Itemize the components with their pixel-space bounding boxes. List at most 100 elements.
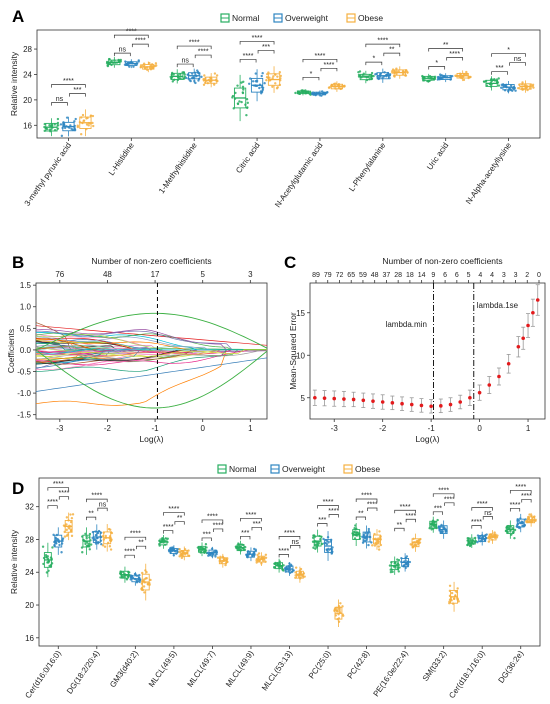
x-tick-label: GM3(d40:2) — [108, 649, 140, 689]
data-point — [261, 559, 265, 562]
data-point — [365, 538, 368, 542]
data-point — [272, 75, 275, 78]
significance-label: **** — [510, 502, 521, 509]
data-point — [379, 543, 383, 547]
data-point — [289, 563, 293, 567]
significance-label: * — [507, 47, 510, 54]
data-point — [178, 550, 181, 554]
x-tick-label: 1 — [526, 424, 531, 433]
data-point — [87, 542, 90, 546]
data-point — [71, 513, 75, 516]
significance-label: **** — [328, 508, 339, 515]
data-point — [361, 398, 366, 403]
data-point — [236, 102, 240, 106]
category-group: Cer(d16:0/16:0)************ — [23, 481, 75, 700]
x-tick-label: PC(25:0) — [307, 649, 333, 681]
category-group: GM3(d40:2)********** — [108, 531, 152, 689]
significance-bracket — [86, 498, 108, 503]
data-point — [437, 76, 440, 79]
significance-label: *** — [253, 521, 261, 528]
data-point — [531, 83, 535, 87]
data-point — [261, 72, 264, 75]
data-point — [361, 74, 364, 77]
legend: Normal Overweight Obese — [217, 464, 380, 474]
legend-item-overweight: Overweight — [270, 464, 326, 474]
data-point — [254, 72, 257, 75]
coefficient-paths — [35, 312, 268, 409]
y-tick-label: 24 — [25, 568, 34, 577]
data-point — [101, 544, 105, 547]
significance-bracket — [365, 61, 383, 66]
significance-bracket — [471, 507, 493, 511]
data-point — [521, 524, 524, 528]
data-point — [85, 535, 88, 538]
x-tick-label: 0 — [477, 424, 482, 433]
significance-label: ** — [177, 515, 183, 522]
data-point — [91, 121, 94, 125]
data-point — [452, 597, 456, 601]
y-tick-label: 20 — [25, 601, 34, 610]
top-axis-label: Number of non-zero coefficients — [91, 256, 211, 266]
data-point — [55, 542, 58, 545]
data-point — [125, 578, 129, 581]
significance-label: ns — [181, 58, 189, 65]
data-point — [439, 404, 443, 408]
significance-bracket — [124, 536, 147, 541]
data-point — [178, 555, 181, 558]
data-point — [65, 116, 69, 119]
significance-bracket — [194, 54, 212, 59]
data-point — [51, 546, 54, 549]
significance-label: ** — [397, 522, 403, 529]
category-group: MLCL(49:5)********** — [147, 506, 191, 689]
significance-bracket — [290, 544, 301, 549]
significance-label: ns — [291, 539, 299, 546]
significance-bracket — [491, 53, 526, 57]
significance-label: **** — [91, 493, 102, 500]
significance-label: **** — [198, 49, 209, 56]
cv-points — [312, 284, 540, 414]
significance-label: **** — [377, 38, 388, 45]
data-point — [521, 336, 525, 341]
y-tick-label: 16 — [23, 121, 32, 130]
significance-label: ** — [389, 47, 395, 54]
x-tick-label: -3 — [331, 424, 339, 433]
data-point — [255, 559, 258, 562]
y-tick-label: 24 — [23, 70, 32, 79]
data-point — [430, 528, 433, 531]
data-point — [109, 548, 113, 551]
category-group: Citric acid*********** — [231, 35, 282, 175]
data-point — [326, 91, 329, 94]
data-point — [397, 570, 400, 573]
x-tick-label: L-Phenylalanine — [347, 141, 388, 194]
x-tick-label: Uric acid — [425, 141, 450, 172]
data-point — [521, 81, 524, 84]
data-point — [95, 534, 98, 537]
significance-bracket — [365, 43, 401, 48]
data-point — [413, 543, 417, 546]
y-tick-label: 10 — [296, 351, 305, 360]
category-group: PC(25:0)*********** — [307, 499, 345, 681]
data-point — [94, 539, 97, 542]
data-point — [267, 71, 270, 74]
data-point — [237, 542, 240, 545]
data-point — [294, 566, 298, 569]
coefficient-path — [35, 348, 267, 354]
data-point — [110, 531, 114, 535]
data-point — [65, 523, 68, 526]
data-point — [353, 526, 356, 530]
data-point — [430, 525, 433, 528]
data-point — [476, 541, 479, 544]
top-tick-label: 17 — [151, 270, 160, 279]
significance-label: ** — [88, 511, 94, 518]
data-point — [327, 541, 330, 544]
data-point — [287, 566, 291, 569]
data-point — [92, 124, 95, 128]
significance-label: ns — [484, 510, 492, 517]
data-point — [203, 74, 206, 77]
significance-bracket — [428, 66, 446, 70]
data-point — [260, 74, 263, 78]
data-point — [103, 545, 107, 548]
significance-label: **** — [405, 513, 416, 520]
y-tick-label: -1.0 — [17, 389, 31, 398]
top-axis-label: Number of non-zero coefficients — [382, 256, 502, 266]
